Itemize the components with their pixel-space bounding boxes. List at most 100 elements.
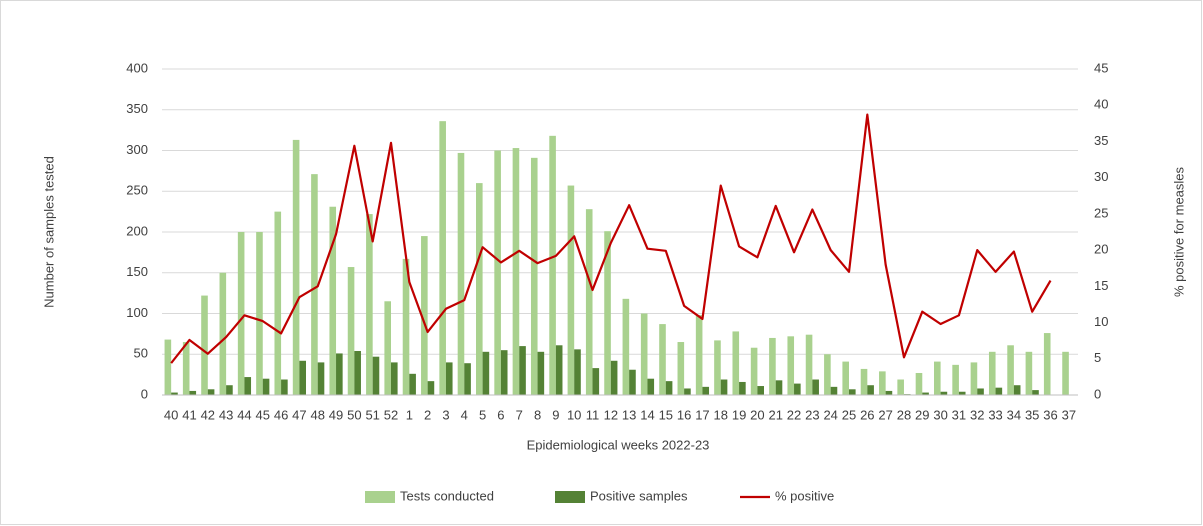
bar bbox=[824, 354, 831, 395]
x-tick-label: 49 bbox=[329, 407, 343, 422]
x-tick-label: 37 bbox=[1062, 407, 1076, 422]
x-tick-label: 33 bbox=[988, 407, 1002, 422]
bar bbox=[585, 209, 593, 395]
x-tick-label: 41 bbox=[182, 407, 196, 422]
x-tick-label: 2 bbox=[424, 407, 431, 422]
legend-swatch bbox=[555, 491, 585, 503]
x-tick-label: 30 bbox=[933, 407, 947, 422]
bar bbox=[732, 331, 740, 395]
x-tick-label: 27 bbox=[878, 407, 892, 422]
x-tick-label: 42 bbox=[201, 407, 215, 422]
bar bbox=[500, 350, 508, 395]
bar bbox=[482, 351, 490, 395]
bar bbox=[354, 350, 361, 395]
bar bbox=[519, 346, 526, 395]
x-tick-label: 43 bbox=[219, 407, 233, 422]
x-tick-label: 15 bbox=[659, 407, 673, 422]
bar bbox=[274, 211, 282, 395]
legend-label: % positive bbox=[775, 488, 834, 503]
x-tick-label: 29 bbox=[915, 407, 929, 422]
bar bbox=[1007, 345, 1014, 395]
y-tick-label: 300 bbox=[126, 142, 148, 157]
bar bbox=[567, 185, 575, 395]
y-tick-label: 400 bbox=[126, 60, 148, 75]
bar bbox=[244, 377, 252, 395]
bar bbox=[812, 379, 819, 395]
bar bbox=[1043, 333, 1051, 395]
x-tick-label: 9 bbox=[552, 407, 559, 422]
x-tick-label: 35 bbox=[1025, 407, 1039, 422]
bar bbox=[464, 363, 471, 395]
bar bbox=[372, 356, 380, 395]
y-tick-label: 200 bbox=[126, 223, 148, 238]
bar bbox=[281, 379, 288, 395]
bar bbox=[849, 389, 856, 395]
bar bbox=[366, 214, 373, 395]
x-tick-label: 1 bbox=[406, 407, 413, 422]
x-tick-label: 10 bbox=[567, 407, 581, 422]
bar bbox=[805, 334, 813, 395]
bar bbox=[934, 361, 941, 395]
x-tick-label: 6 bbox=[497, 407, 504, 422]
x-tick-label: 46 bbox=[274, 407, 288, 422]
bar bbox=[860, 368, 868, 395]
bar bbox=[702, 386, 710, 395]
bar bbox=[427, 381, 435, 395]
x-tick-label: 16 bbox=[677, 407, 691, 422]
bar bbox=[226, 385, 233, 395]
y2-tick-label: 0 bbox=[1094, 386, 1101, 401]
bar bbox=[794, 383, 801, 395]
y2-tick-label: 30 bbox=[1094, 169, 1108, 184]
bar bbox=[537, 351, 545, 395]
bar bbox=[1025, 351, 1033, 395]
bar bbox=[182, 342, 190, 395]
y-tick-label: 50 bbox=[134, 346, 148, 361]
bar bbox=[237, 232, 245, 395]
bar bbox=[842, 361, 849, 395]
bar bbox=[164, 339, 172, 395]
bar bbox=[512, 148, 520, 395]
x-tick-label: 47 bbox=[292, 407, 306, 422]
bar bbox=[476, 183, 483, 395]
x-tick-label: 13 bbox=[622, 407, 636, 422]
bar bbox=[421, 236, 428, 395]
x-tick-label: 52 bbox=[384, 407, 398, 422]
bar bbox=[219, 272, 227, 395]
y-tick-label: 150 bbox=[126, 264, 148, 279]
bar bbox=[915, 372, 923, 395]
legend-swatch bbox=[365, 491, 395, 503]
bar bbox=[952, 364, 959, 395]
bar bbox=[739, 381, 746, 395]
bar bbox=[189, 390, 197, 395]
legend-label: Positive samples bbox=[590, 488, 688, 503]
x-tick-label: 25 bbox=[842, 407, 856, 422]
bar bbox=[317, 362, 325, 395]
y2-tick-label: 40 bbox=[1094, 97, 1108, 112]
bar bbox=[439, 121, 446, 395]
x-tick-label: 26 bbox=[860, 407, 874, 422]
bar bbox=[629, 369, 636, 395]
x-tick-label: 21 bbox=[768, 407, 782, 422]
bar bbox=[292, 139, 300, 395]
bar bbox=[995, 387, 1003, 395]
x-tick-label: 3 bbox=[442, 407, 449, 422]
y2-tick-label: 10 bbox=[1094, 314, 1108, 329]
bar bbox=[750, 347, 758, 395]
bar bbox=[714, 340, 721, 395]
x-tick-label: 36 bbox=[1043, 407, 1057, 422]
x-tick-label: 32 bbox=[970, 407, 984, 422]
y2-tick-label: 15 bbox=[1094, 278, 1108, 293]
bar bbox=[720, 379, 728, 395]
bar bbox=[640, 313, 648, 395]
line bbox=[170, 113, 1052, 364]
bar bbox=[457, 152, 465, 395]
y2-tick-label: 45 bbox=[1094, 60, 1108, 75]
bar bbox=[402, 258, 410, 395]
bar bbox=[885, 390, 893, 395]
bar bbox=[530, 157, 538, 395]
bar bbox=[684, 388, 691, 395]
bar bbox=[329, 206, 337, 395]
x-tick-label: 7 bbox=[516, 407, 523, 422]
x-tick-label: 50 bbox=[347, 407, 361, 422]
